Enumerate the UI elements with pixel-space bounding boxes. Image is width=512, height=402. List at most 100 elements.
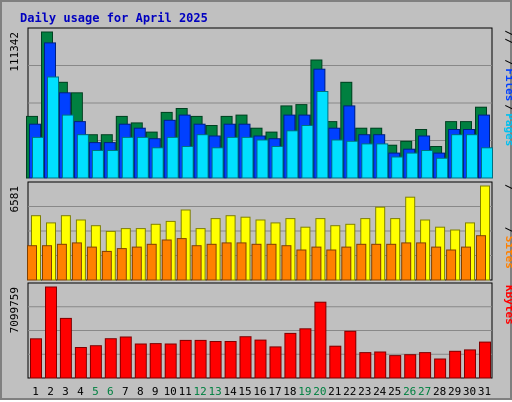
legend-separator: /: [503, 38, 512, 45]
bar-sites-day-13: [206, 243, 217, 281]
bar-pages-day-16: [256, 139, 269, 179]
bar-kbytes-day-15: [239, 336, 252, 379]
bar-sites-day-9: [146, 243, 157, 281]
x-tick-label-day-6: 6: [107, 385, 114, 398]
bar-sites-day-22: [341, 246, 352, 281]
x-tick-label-day-7: 7: [122, 385, 129, 398]
bar-pages-day-4: [76, 134, 89, 179]
bar-kbytes-day-23: [359, 352, 372, 379]
x-tick-label-day-15: 15: [238, 385, 251, 398]
bar-kbytes-day-7: [119, 336, 132, 379]
x-tick-label-day-12: 12: [193, 385, 206, 398]
x-tick-label-day-20: 20: [313, 385, 326, 398]
bar-kbytes-day-29: [449, 350, 462, 379]
bar-pages-day-30: [466, 134, 478, 179]
bar-pages-day-7: [121, 136, 134, 179]
panel-bottom-ymax-label: 7099759: [8, 287, 21, 333]
bar-kbytes-day-6: [104, 338, 117, 379]
x-tick-label-day-25: 25: [388, 385, 401, 398]
bar-kbytes-day-16: [254, 339, 267, 379]
legend-separator: /: [503, 184, 512, 191]
x-tick-label-day-28: 28: [433, 385, 446, 398]
bar-pages-day-17: [271, 146, 284, 179]
bar-sites-day-14: [221, 242, 232, 281]
legend-separator: /: [503, 104, 512, 111]
bar-pages-day-31: [481, 147, 493, 179]
bar-pages-day-19: [301, 125, 314, 179]
bar-kbytes-day-18: [284, 332, 297, 379]
bar-pages-day-27: [421, 150, 434, 179]
x-tick-label-day-19: 19: [298, 385, 311, 398]
bar-sites-day-26: [401, 242, 412, 281]
bar-sites-day-5: [86, 246, 97, 281]
x-tick-label-day-13: 13: [208, 385, 221, 398]
bar-kbytes-day-3: [59, 317, 72, 379]
bar-sites-day-12: [191, 245, 202, 281]
x-tick-label-day-3: 3: [62, 385, 69, 398]
x-tick-label-day-14: 14: [223, 385, 237, 398]
bar-sites-day-1: [27, 245, 37, 281]
bar-kbytes-day-14: [224, 341, 237, 379]
bar-kbytes-day-4: [74, 347, 87, 379]
bar-pages-day-11: [181, 146, 194, 179]
bar-pages-day-9: [151, 147, 164, 179]
bar-kbytes-day-19: [299, 328, 312, 379]
bar-kbytes-day-12: [194, 339, 207, 379]
bar-sites-day-16: [251, 243, 262, 281]
bar-sites-day-15: [236, 242, 247, 281]
x-tick-label-day-9: 9: [152, 385, 159, 398]
bar-kbytes-day-2: [45, 286, 57, 379]
bar-kbytes-day-24: [374, 351, 387, 379]
x-tick-label-day-27: 27: [418, 385, 431, 398]
x-tick-label-day-11: 11: [179, 385, 192, 398]
x-tick-label-day-1: 1: [32, 385, 39, 398]
bar-kbytes-day-27: [419, 352, 432, 379]
bar-kbytes-day-28: [434, 358, 447, 379]
bar-sites-day-20: [311, 246, 322, 281]
chart-title: Daily usage for April 2025: [20, 11, 208, 25]
x-tick-label-day-22: 22: [343, 385, 356, 398]
bar-pages-day-8: [136, 136, 149, 179]
bar-kbytes-day-8: [134, 343, 147, 379]
bar-sites-day-11: [176, 238, 187, 281]
bar-pages-day-14: [226, 136, 239, 179]
x-tick-label-day-31: 31: [478, 385, 491, 398]
bar-kbytes-day-17: [269, 346, 282, 379]
x-tick-label-day-30: 30: [463, 385, 476, 398]
legend-sites: Sites: [503, 236, 512, 269]
bar-sites-day-23: [356, 243, 367, 281]
panel-top-ymax-label: 111342: [8, 32, 21, 72]
bar-pages-day-26: [406, 152, 419, 179]
bar-sites-day-6: [101, 250, 112, 281]
legend-pages: Pages: [503, 113, 512, 146]
legend-separator: /: [503, 227, 512, 234]
bar-sites-day-27: [416, 242, 427, 281]
bar-kbytes-day-13: [209, 341, 222, 379]
x-tick-label-day-21: 21: [328, 385, 341, 398]
x-tick-label-day-5: 5: [92, 385, 99, 398]
x-tick-label-day-8: 8: [137, 385, 144, 398]
bar-sites-day-18: [281, 245, 292, 281]
bar-pages-day-22: [346, 140, 359, 179]
bar-kbytes-day-9: [149, 343, 162, 379]
bar-sites-day-2: [42, 245, 52, 281]
bar-pages-day-10: [166, 136, 179, 179]
x-tick-label-day-29: 29: [448, 385, 461, 398]
bar-kbytes-day-21: [329, 345, 342, 379]
panel-middle-ymax-label: 6581: [8, 186, 21, 213]
bar-pages-day-18: [286, 130, 299, 179]
legend-separator: /: [503, 59, 512, 66]
bar-pages-day-1: [32, 136, 44, 179]
bar-kbytes-day-25: [389, 355, 402, 379]
legend-kbytes: KBytes: [503, 285, 512, 325]
bar-sites-day-28: [431, 246, 442, 281]
x-tick-label-day-17: 17: [268, 385, 281, 398]
bar-kbytes-day-31: [479, 341, 491, 379]
bar-pages-day-6: [106, 150, 119, 179]
bar-sites-day-17: [266, 243, 277, 281]
bar-sites-day-21: [326, 249, 337, 281]
bar-pages-day-24: [376, 143, 389, 179]
x-tick-label-day-16: 16: [253, 385, 266, 398]
x-tick-label-day-10: 10: [164, 385, 177, 398]
